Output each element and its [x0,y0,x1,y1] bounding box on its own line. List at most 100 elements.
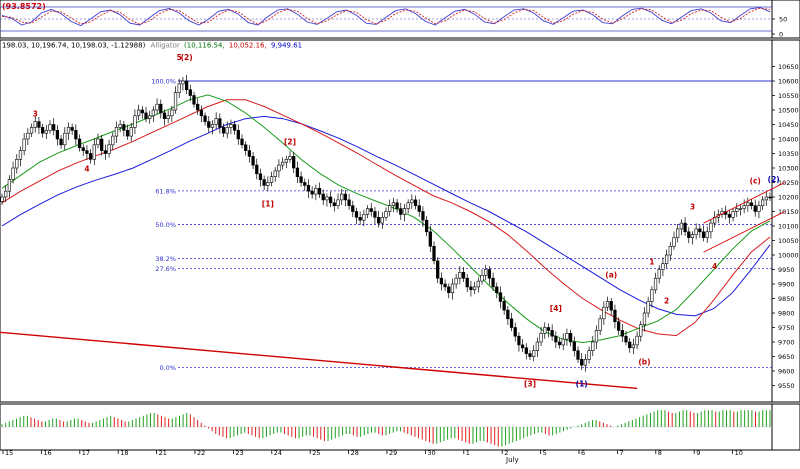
candle-body [140,109,144,114]
candle-body [594,330,599,343]
candle-body [336,199,340,206]
main-y-tick-label: 9900 [778,281,795,289]
candle-body [576,350,580,360]
candle-body [509,318,514,328]
candle-body [550,330,554,337]
candle-body [358,217,362,221]
candle-body [26,132,30,140]
candle-body [92,144,96,160]
candle-body [543,327,547,334]
candle-body [196,103,200,111]
candle-body [498,292,503,302]
candle-body [624,335,628,343]
candle-body [727,214,732,218]
fib-level-label: 61.8% [155,187,176,195]
candle-body [517,335,521,346]
candle-body [616,321,621,331]
candle-body [657,269,661,279]
candle-body [310,190,314,195]
candle-body [454,277,458,285]
candle-body [461,272,466,279]
candle-body [557,341,562,346]
candle-body [332,202,336,207]
candle-body [4,190,8,198]
candle-body [705,231,709,238]
candle-body [159,103,163,114]
candle-body [565,332,569,340]
candle-body [749,202,754,207]
wave-label: [2] [284,137,296,146]
candle-body [380,217,384,224]
candle-body [229,124,233,128]
main-panel-y-ticks: 9550 9600 9650 9700 9750 9800 9850 9900 9950 1000… [772,63,799,390]
main-y-tick-label: 10500 [778,107,799,115]
candle-body [613,309,617,323]
candle-body [491,277,495,288]
bottom-histogram-panel [0,403,800,451]
candle-body [52,124,56,131]
main-y-tick-label: 10250 [778,179,799,187]
candle-body [554,335,558,343]
candle-body [166,115,170,120]
candle-body [148,115,152,120]
candle-body [214,118,218,125]
candle-body [528,353,532,357]
candle-body [340,193,344,201]
main-y-tick-label: 10450 [778,121,799,129]
wave-label: 4 [712,262,717,271]
candle-body [232,124,237,131]
candle-body [207,121,211,128]
candle-body [650,289,654,302]
candle-body [484,269,488,276]
candle-body [100,138,104,151]
x-axis: 15 16 17 18 21 22 23 24 25 28 29 30 1 2 5 6 7 8 9 10 July [0,449,772,464]
wave-label: 3 [33,110,38,119]
candle-body [694,228,698,235]
candle-body [646,301,650,314]
candle-body [738,208,743,210]
main-y-tick-label: 9950 [778,266,795,274]
candle-body [480,274,484,282]
candle-body [103,150,108,154]
candle-body [502,301,506,311]
x-tick-label: 1 [466,449,470,457]
candle-body [266,182,270,186]
candle-body [580,359,584,366]
candle-body [620,330,624,337]
candle-body [55,130,60,140]
trend-channel-lines [0,182,785,390]
candle-body [602,306,606,320]
candle-body [288,156,292,160]
candle-body [439,277,444,285]
candle-body [683,222,687,233]
candle-body [33,121,37,128]
candle-body [524,347,528,354]
candle-body [376,217,381,224]
candle-body [609,301,613,311]
candle-body [587,350,591,360]
main-y-tick-label: 10050 [778,237,799,245]
candle-body [436,260,440,279]
top-panel-series [1,7,771,27]
candle-body [354,211,359,218]
candle-body [532,350,536,357]
candle-body [410,199,414,204]
candle-body [77,138,82,148]
candle-body [151,109,156,117]
candle-body [591,341,595,351]
wave-label: (2) [181,53,193,62]
candle-body [295,167,300,177]
x-tick-label: 22 [197,449,205,457]
wave-label: (a) [605,271,617,280]
candle-body [88,153,93,160]
candle-body [413,199,418,206]
candle-body [395,202,399,209]
wave-label: (c) [750,176,761,185]
wave-label: 5 [177,53,182,62]
alligator-value-jaw: (10,116.54, [184,42,225,50]
candle-body [280,161,285,166]
fibonacci-levels: 100.0% 61.8% 50.0% 38.2% 27.6% 0.0% [151,78,772,372]
candle-body [417,205,421,212]
candle-body [399,208,403,215]
candle-body [155,103,159,111]
